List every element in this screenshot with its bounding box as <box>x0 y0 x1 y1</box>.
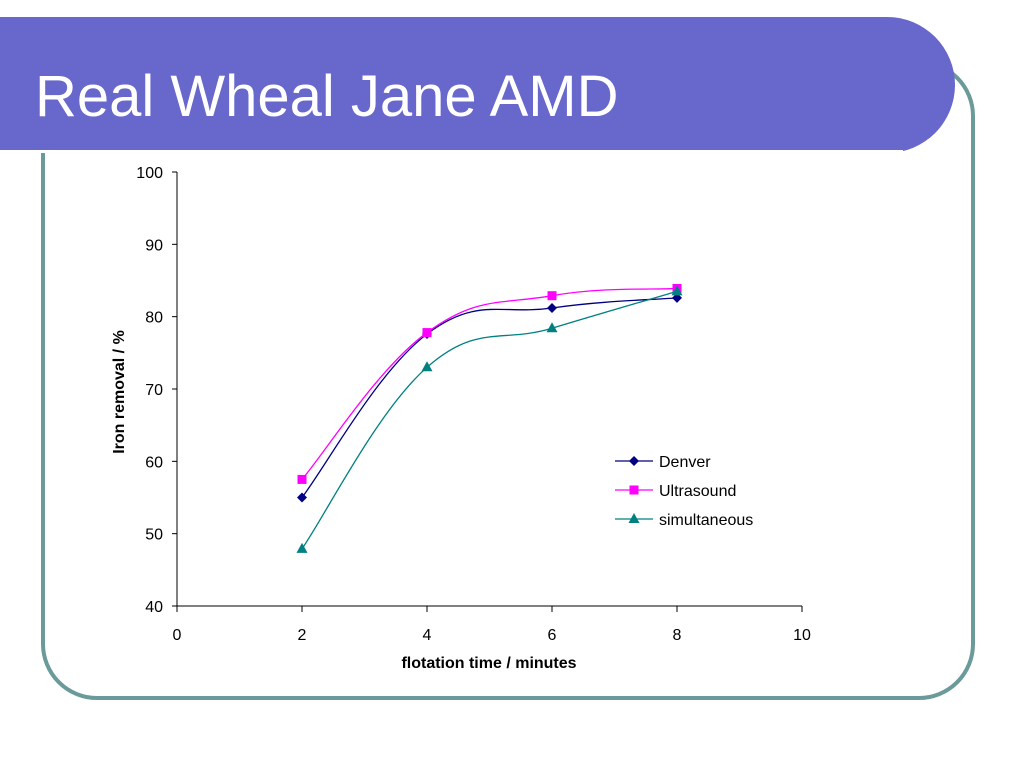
x-tick-label: 4 <box>423 627 432 644</box>
y-tick-label: 40 <box>145 599 163 616</box>
legend-label-ultrasound: Ultrasound <box>659 483 736 500</box>
data-point-simultaneous <box>671 285 683 296</box>
title-rule <box>0 150 903 153</box>
y-tick-label: 80 <box>145 310 163 327</box>
slide-frame <box>41 60 975 700</box>
data-point-ultrasound <box>547 291 557 301</box>
slide-title: Real Wheal Jane AMD <box>35 64 619 129</box>
y-tick-label: 90 <box>145 237 163 254</box>
x-tick-label: 2 <box>298 627 307 644</box>
data-point-simultaneous <box>546 322 558 333</box>
axes <box>176 172 802 607</box>
data-point-denver <box>297 492 307 503</box>
series-line-simultaneous <box>301 290 678 550</box>
legend-marker-ultrasound <box>629 485 639 495</box>
legend-marker-simultaneous <box>628 513 640 523</box>
series-simultaneous <box>296 285 683 553</box>
series-line-ultrasound <box>301 287 678 480</box>
x-tick-label: 10 <box>793 627 811 644</box>
legend-marker-denver <box>629 456 639 466</box>
data-point-ultrasound <box>422 328 432 338</box>
series-line-denver <box>301 297 678 498</box>
y-axis-label: Iron removal / % <box>111 330 128 454</box>
data-point-simultaneous <box>296 542 308 553</box>
data-point-simultaneous <box>421 361 433 372</box>
data-point-ultrasound <box>297 474 307 484</box>
legend-label-denver: Denver <box>659 454 711 471</box>
title-banner: Real Wheal Jane AMD <box>0 17 955 153</box>
y-ticks: 40 50 60 70 80 90 100 <box>136 165 177 616</box>
data-point-denver <box>547 302 557 313</box>
x-tick-label: 8 <box>673 627 682 644</box>
x-axis-label: flotation time / minutes <box>401 655 576 672</box>
series-denver <box>297 292 682 503</box>
x-tick-label: 6 <box>548 627 557 644</box>
y-tick-label: 100 <box>136 165 163 182</box>
y-tick-label: 70 <box>145 382 163 399</box>
legend: Denver Ultrasound simultaneous <box>615 454 753 529</box>
series-ultrasound <box>297 283 682 484</box>
legend-label-simultaneous: simultaneous <box>659 512 753 529</box>
series <box>296 283 683 553</box>
y-tick-label: 50 <box>145 527 163 544</box>
y-tick-label: 60 <box>145 454 163 471</box>
x-tick-label: 0 <box>173 627 182 644</box>
x-ticks: 0 2 4 6 8 10 <box>173 606 811 644</box>
data-point-denver <box>672 292 682 303</box>
